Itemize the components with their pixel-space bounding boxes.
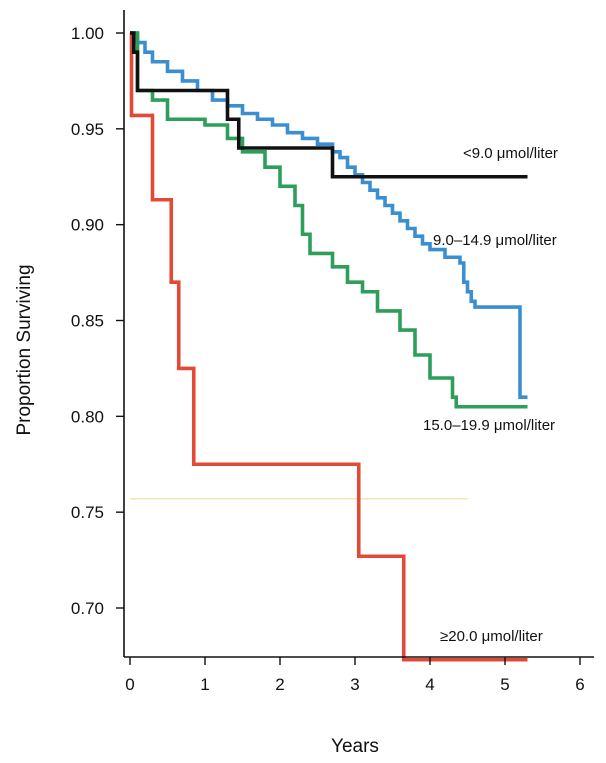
ticks: 0 1 2 3 4 5 6 0.70 0.75 0.80 0.85 0.90 0.95 1.00: [71, 24, 585, 694]
x-tick-label: 2: [275, 675, 284, 694]
x-tick-label: 0: [125, 675, 134, 694]
series-line-1: [130, 31, 528, 399]
series-lines: [129, 31, 528, 662]
x-tick-label: 1: [200, 675, 209, 694]
x-axis-title: Years: [331, 736, 379, 757]
series-line-2: [130, 31, 528, 409]
x-tick-label: 6: [575, 675, 584, 694]
x-tick-label: 3: [350, 675, 359, 694]
y-tick-label: 0.95: [71, 120, 104, 139]
series-label-lt9: <9.0 μmol/liter: [463, 145, 558, 162]
series-labels: <9.0 μmol/liter 9.0–14.9 μmol/liter 15.0…: [423, 145, 558, 645]
y-tick-label: 1.00: [71, 24, 104, 43]
x-tick-label: 5: [500, 675, 509, 694]
y-tick-label: 0.85: [71, 312, 104, 331]
series-line-3: [129, 31, 528, 662]
axes: [123, 10, 594, 658]
series-label-ge20: ≥20.0 μmol/liter: [440, 628, 543, 645]
series-label-9-14: 9.0–14.9 μmol/liter: [433, 232, 557, 249]
y-tick-label: 0.70: [71, 599, 104, 618]
series-line-0: [130, 31, 528, 179]
y-tick-label: 0.90: [71, 216, 104, 235]
y-tick-label: 0.80: [71, 407, 104, 426]
series-label-15-19: 15.0–19.9 μmol/liter: [423, 417, 555, 434]
x-tick-label: 4: [425, 675, 434, 694]
y-tick-label: 0.75: [71, 503, 104, 522]
y-axis-title: Proportion Surviving: [14, 264, 35, 435]
